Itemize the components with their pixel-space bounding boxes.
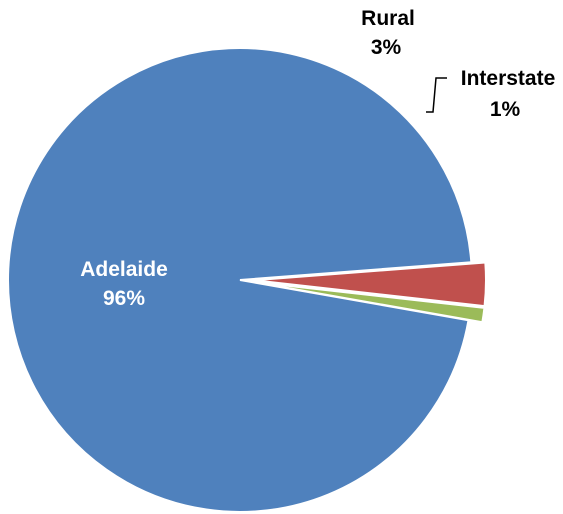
pie-slice-rural xyxy=(253,261,487,308)
label-adelaide: Adelaide xyxy=(80,258,168,281)
pie-slices xyxy=(7,47,487,513)
interstate-leader-line xyxy=(426,77,447,113)
pie-slice-interstate xyxy=(253,281,486,324)
value-label-rural: 3% xyxy=(371,36,402,59)
value-label-interstate: 1% xyxy=(490,98,521,121)
label-rural: Rural xyxy=(361,7,415,30)
pie-slice-adelaide xyxy=(7,47,473,513)
label-interstate: Interstate xyxy=(461,67,556,90)
value-label-adelaide: 96% xyxy=(103,287,145,310)
